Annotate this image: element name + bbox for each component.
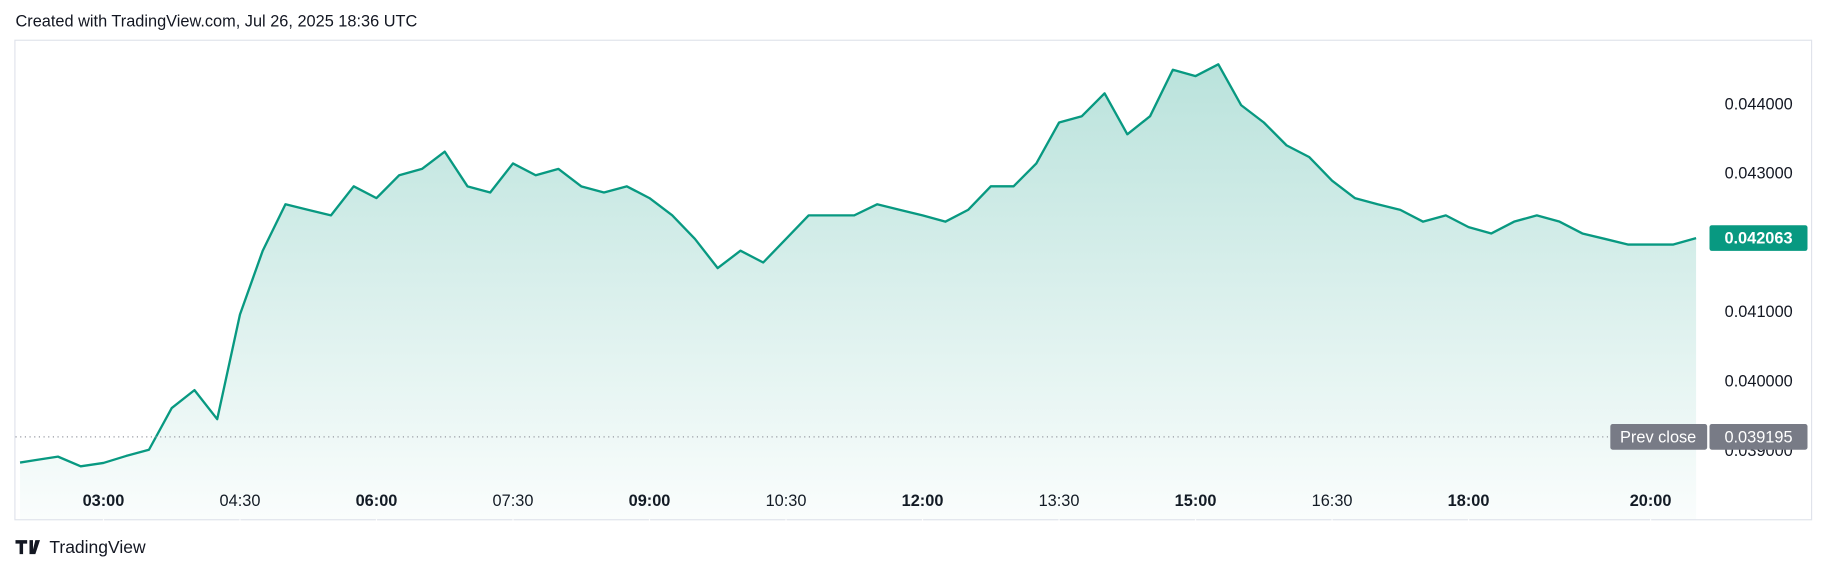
y-tick-label: 0.043000 bbox=[1725, 165, 1793, 183]
area-fill bbox=[20, 64, 1697, 520]
prev-close-label: 0.039195 bbox=[1724, 428, 1792, 446]
last-price-label: 0.042063 bbox=[1724, 230, 1792, 248]
y-tick-label: 0.041000 bbox=[1725, 303, 1793, 321]
prev-close-name: Prev close bbox=[1620, 428, 1696, 446]
prev-close-box bbox=[1709, 424, 1808, 450]
prev-close-name-box bbox=[1610, 424, 1708, 450]
y-tick-label: 0.044000 bbox=[1725, 95, 1793, 113]
chart-frame bbox=[14, 39, 1813, 521]
y-tick-label: 0.040000 bbox=[1725, 373, 1793, 391]
last-price-box bbox=[1709, 225, 1808, 251]
header: Created with TradingView.com, Jul 26, 20… bbox=[16, 12, 418, 30]
footer: TradingView bbox=[49, 537, 146, 557]
price-line bbox=[19, 63, 1697, 468]
logo: TradingView bbox=[15, 537, 146, 557]
